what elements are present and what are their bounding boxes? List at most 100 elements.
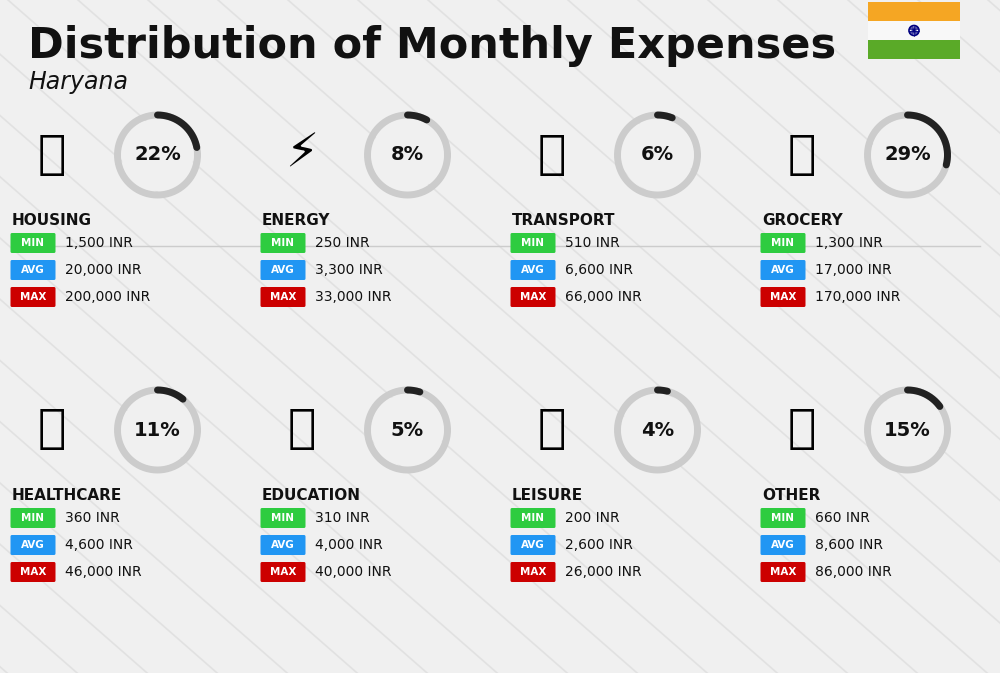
Text: 29%: 29% — [884, 145, 931, 164]
Text: 310 INR: 310 INR — [315, 511, 370, 525]
FancyBboxPatch shape — [761, 260, 806, 280]
Text: AVG: AVG — [771, 265, 795, 275]
Text: ENERGY: ENERGY — [262, 213, 330, 228]
Text: 3,300 INR: 3,300 INR — [315, 263, 383, 277]
Text: 660 INR: 660 INR — [815, 511, 870, 525]
Text: 22%: 22% — [134, 145, 181, 164]
Text: AVG: AVG — [271, 540, 295, 550]
Text: MAX: MAX — [20, 292, 46, 302]
Text: 17,000 INR: 17,000 INR — [815, 263, 892, 277]
Text: LEISURE: LEISURE — [512, 488, 583, 503]
Text: TRANSPORT: TRANSPORT — [512, 213, 616, 228]
Text: 66,000 INR: 66,000 INR — [565, 290, 642, 304]
Text: MIN: MIN — [522, 513, 544, 523]
Circle shape — [622, 119, 694, 191]
FancyBboxPatch shape — [260, 287, 306, 307]
Text: 6,600 INR: 6,600 INR — [565, 263, 633, 277]
Circle shape — [372, 119, 444, 191]
Text: MAX: MAX — [520, 292, 546, 302]
Text: MAX: MAX — [520, 567, 546, 577]
FancyBboxPatch shape — [511, 508, 556, 528]
FancyBboxPatch shape — [761, 508, 806, 528]
FancyBboxPatch shape — [511, 260, 556, 280]
FancyBboxPatch shape — [10, 260, 56, 280]
Text: 15%: 15% — [884, 421, 931, 439]
Text: EDUCATION: EDUCATION — [262, 488, 361, 503]
Circle shape — [872, 119, 944, 191]
Text: MIN: MIN — [522, 238, 544, 248]
FancyBboxPatch shape — [10, 562, 56, 582]
FancyBboxPatch shape — [761, 233, 806, 253]
FancyBboxPatch shape — [761, 562, 806, 582]
Text: 1,300 INR: 1,300 INR — [815, 236, 883, 250]
FancyBboxPatch shape — [868, 40, 960, 59]
Text: MIN: MIN — [22, 513, 44, 523]
Text: AVG: AVG — [771, 540, 795, 550]
Text: 8%: 8% — [391, 145, 424, 164]
Text: Haryana: Haryana — [28, 70, 128, 94]
Text: 46,000 INR: 46,000 INR — [65, 565, 142, 579]
Text: 2,600 INR: 2,600 INR — [565, 538, 633, 552]
Text: HOUSING: HOUSING — [12, 213, 92, 228]
FancyBboxPatch shape — [868, 21, 960, 40]
Text: 4%: 4% — [641, 421, 674, 439]
Text: Distribution of Monthly Expenses: Distribution of Monthly Expenses — [28, 25, 836, 67]
FancyBboxPatch shape — [868, 2, 960, 21]
Text: 360 INR: 360 INR — [65, 511, 120, 525]
Text: GROCERY: GROCERY — [762, 213, 843, 228]
Text: MAX: MAX — [270, 567, 296, 577]
FancyBboxPatch shape — [260, 508, 306, 528]
Text: 🏢: 🏢 — [38, 133, 66, 178]
Text: 🛍: 🛍 — [538, 407, 566, 452]
Text: 1,500 INR: 1,500 INR — [65, 236, 133, 250]
Text: 26,000 INR: 26,000 INR — [565, 565, 642, 579]
Text: MAX: MAX — [270, 292, 296, 302]
Text: 40,000 INR: 40,000 INR — [315, 565, 392, 579]
Text: AVG: AVG — [21, 265, 45, 275]
Text: AVG: AVG — [521, 265, 545, 275]
Text: MIN: MIN — [22, 238, 44, 248]
FancyBboxPatch shape — [761, 535, 806, 555]
Circle shape — [122, 394, 194, 466]
FancyBboxPatch shape — [761, 287, 806, 307]
Text: OTHER: OTHER — [762, 488, 820, 503]
Circle shape — [122, 119, 194, 191]
FancyBboxPatch shape — [511, 535, 556, 555]
Text: AVG: AVG — [21, 540, 45, 550]
FancyBboxPatch shape — [260, 562, 306, 582]
Text: 5%: 5% — [391, 421, 424, 439]
Text: 6%: 6% — [641, 145, 674, 164]
Text: 11%: 11% — [134, 421, 181, 439]
Circle shape — [372, 394, 444, 466]
FancyBboxPatch shape — [511, 562, 556, 582]
Text: MIN: MIN — [272, 238, 294, 248]
Text: AVG: AVG — [271, 265, 295, 275]
FancyBboxPatch shape — [260, 233, 306, 253]
FancyBboxPatch shape — [511, 233, 556, 253]
Text: 💰: 💰 — [788, 407, 816, 452]
Text: MAX: MAX — [20, 567, 46, 577]
Text: 4,000 INR: 4,000 INR — [315, 538, 383, 552]
Text: 86,000 INR: 86,000 INR — [815, 565, 892, 579]
Text: 510 INR: 510 INR — [565, 236, 620, 250]
FancyBboxPatch shape — [10, 535, 56, 555]
FancyBboxPatch shape — [260, 535, 306, 555]
Text: 🚌: 🚌 — [538, 133, 566, 178]
FancyBboxPatch shape — [260, 260, 306, 280]
Text: 20,000 INR: 20,000 INR — [65, 263, 142, 277]
Text: MAX: MAX — [770, 292, 796, 302]
Text: 4,600 INR: 4,600 INR — [65, 538, 133, 552]
Text: ⚡: ⚡ — [285, 133, 319, 178]
Text: MIN: MIN — [772, 513, 794, 523]
Text: 🎓: 🎓 — [288, 407, 316, 452]
Circle shape — [872, 394, 944, 466]
Text: MIN: MIN — [772, 238, 794, 248]
Circle shape — [622, 394, 694, 466]
FancyBboxPatch shape — [10, 508, 56, 528]
Text: 200,000 INR: 200,000 INR — [65, 290, 150, 304]
Text: 33,000 INR: 33,000 INR — [315, 290, 392, 304]
Text: 250 INR: 250 INR — [315, 236, 370, 250]
Text: MIN: MIN — [272, 513, 294, 523]
Text: HEALTHCARE: HEALTHCARE — [12, 488, 122, 503]
Text: MAX: MAX — [770, 567, 796, 577]
